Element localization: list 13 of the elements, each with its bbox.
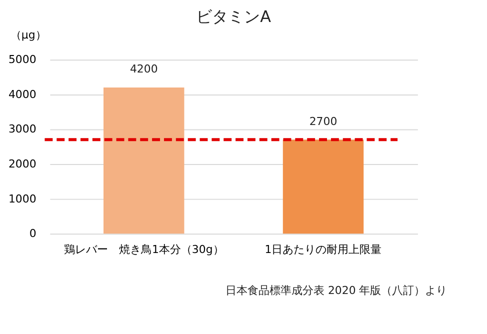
x-tick-label: 鶏レバー 焼き鳥1本分（30g） <box>64 242 224 256</box>
data-label: 4200 <box>130 62 158 76</box>
x-tick-label: 1日あたりの耐用上限量 <box>264 242 382 256</box>
y-tick-label: 2000 <box>8 158 36 171</box>
y-tick-label: 1000 <box>8 192 36 206</box>
y-tick-label: 4000 <box>8 88 36 101</box>
data-label: 2700 <box>309 114 338 128</box>
y-tick-label: 0 <box>29 227 36 240</box>
y-axis-title: （μg） <box>10 28 46 42</box>
y-tick-label: 5000 <box>8 53 36 66</box>
text: 日本食品標準成分表 2020 年版（八訂）より <box>225 284 448 298</box>
y-tick-label: 3000 <box>8 122 36 136</box>
chart-title: ビタミンA <box>196 6 272 26</box>
